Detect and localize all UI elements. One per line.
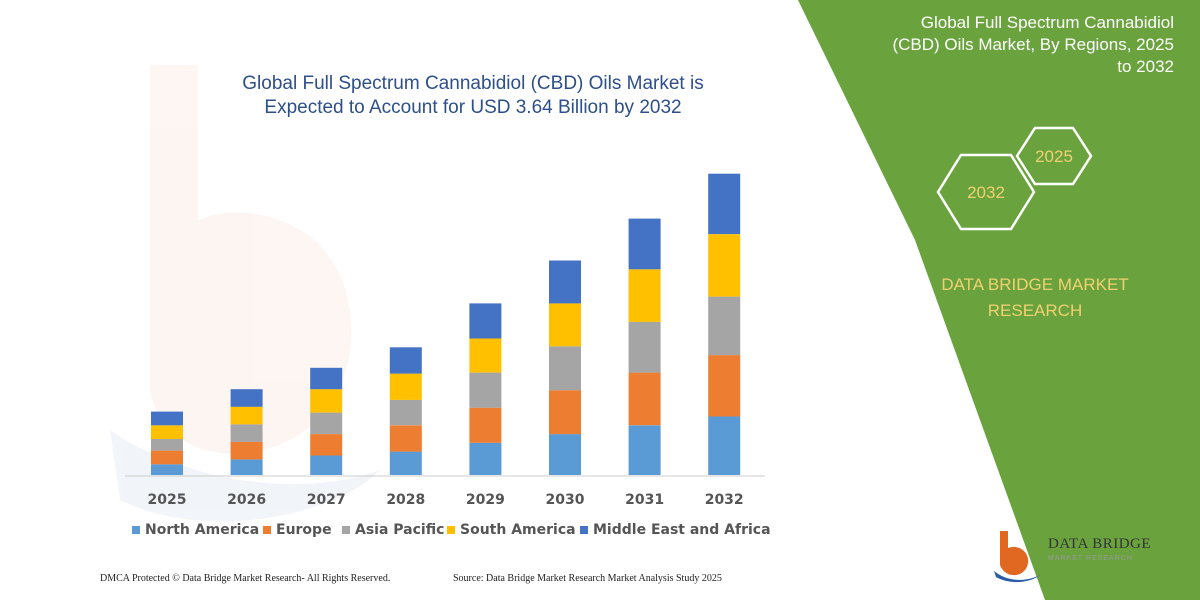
bar-segment-2025-asia-pacific <box>151 438 183 451</box>
bar-segment-2025-middle-east-and-africa <box>151 411 183 426</box>
legend-label: South America <box>460 522 576 538</box>
bar-segment-2030-south-america <box>549 303 581 347</box>
bar-segment-2027-north-america <box>310 455 343 475</box>
bar-segment-2029-europe <box>469 407 502 443</box>
hexagon-2032 <box>936 153 1036 231</box>
logo-name: DATA BRIDGE <box>1048 536 1152 552</box>
bar-segment-2025-north-america <box>151 464 183 475</box>
bar-segment-2032-europe <box>708 355 741 417</box>
legend-label: Europe <box>276 522 332 538</box>
legend-swatch <box>132 526 140 534</box>
panel-title-line: (CBD) Oils Market, By Regions, 2025 <box>892 35 1174 54</box>
bar-segment-2029-asia-pacific <box>469 372 502 408</box>
footer-source: Source: Data Bridge Market Research Mark… <box>453 573 722 584</box>
panel-title: Global Full Spectrum Cannabidiol (CBD) O… <box>854 12 1174 78</box>
legend-item-south-america: South America <box>447 520 576 540</box>
bar-segment-2028-middle-east-and-africa <box>389 347 422 374</box>
bar-segment-2026-north-america <box>230 459 263 475</box>
x-tick-label-2032: 2032 <box>705 492 744 508</box>
bar-segment-2027-asia-pacific <box>310 412 343 434</box>
bar-segment-2025-europe <box>151 450 183 465</box>
x-tick-label-2027: 2027 <box>307 492 346 508</box>
bar-segment-2030-middle-east-and-africa <box>549 260 581 304</box>
bar-segment-2032-middle-east-and-africa <box>708 173 741 235</box>
hexagon-year-2025: 2025 <box>1035 147 1073 166</box>
x-tick-label-2031: 2031 <box>625 492 664 508</box>
bar-segment-2032-asia-pacific <box>708 296 741 356</box>
bar-segment-2032-south-america <box>708 234 741 297</box>
bar-segment-2028-south-america <box>389 373 422 400</box>
panel-title-line: to 2032 <box>1117 57 1174 76</box>
bar-segment-2030-europe <box>549 390 581 435</box>
bar-segment-2029-north-america <box>469 442 502 475</box>
bar-segment-2026-middle-east-and-africa <box>230 389 263 407</box>
bar-segment-2030-north-america <box>549 434 581 475</box>
legend-swatch <box>342 526 350 534</box>
logo-tagline: MARKET RESEARCH <box>1048 555 1133 562</box>
brand-name: DATA BRIDGE MARKET RESEARCH <box>905 272 1165 324</box>
legend-swatch <box>580 526 588 534</box>
chart-title-line-1: Global Full Spectrum Cannabidiol (CBD) O… <box>242 73 703 94</box>
footer-copyright: DMCA Protected © Data Bridge Market Rese… <box>100 573 391 584</box>
bar-segment-2028-europe <box>389 425 422 452</box>
bar-segment-2028-north-america <box>389 451 422 475</box>
x-tick-label-2030: 2030 <box>546 492 585 508</box>
hexagon-year-2032: 2032 <box>967 183 1005 202</box>
x-tick-label-2028: 2028 <box>386 492 425 508</box>
chart-title-line-2: Expected to Account for USD 3.64 Billion… <box>264 97 681 118</box>
bar-segment-2031-south-america <box>628 269 661 322</box>
green-side-panel <box>798 0 1200 600</box>
bar-stack-group <box>151 173 741 475</box>
bar-segment-2031-north-america <box>628 425 661 475</box>
bar-segment-2031-middle-east-and-africa <box>628 218 661 270</box>
panel-title-line: Global Full Spectrum Cannabidiol <box>920 13 1174 32</box>
hexagon-2025 <box>1015 126 1093 186</box>
x-tick-label-2025: 2025 <box>148 492 187 508</box>
bar-segment-2028-asia-pacific <box>389 399 422 426</box>
bar-segment-2029-south-america <box>469 338 502 373</box>
bar-segment-2031-asia-pacific <box>628 321 661 373</box>
brand-line: RESEARCH <box>987 301 1083 320</box>
x-tick-labels: 2025 2026 2027 2028 2029 2030 2031 2032 <box>148 492 744 508</box>
legend-label: North America <box>145 522 260 538</box>
legend-item-middle-east-and-africa: Middle East and Africa <box>580 520 771 540</box>
legend-item-north-america: North America <box>132 520 259 540</box>
x-tick-label-2029: 2029 <box>466 492 505 508</box>
legend-item-asia-pacific: Asia Pacific <box>342 520 444 540</box>
legend-item-europe: Europe <box>263 520 332 540</box>
bar-segment-2026-south-america <box>230 406 263 425</box>
brand-line: DATA BRIDGE MARKET <box>941 275 1129 294</box>
bar-segment-2030-asia-pacific <box>549 346 581 391</box>
legend-label: Asia Pacific <box>355 522 445 538</box>
watermark-logo <box>110 65 380 522</box>
legend-swatch <box>263 526 271 534</box>
bar-segment-2029-middle-east-and-africa <box>469 303 502 339</box>
x-tick-label-2026: 2026 <box>227 492 266 508</box>
legend-swatch <box>447 526 455 534</box>
bar-segment-2031-europe <box>628 372 661 426</box>
bar-segment-2032-north-america <box>708 416 741 475</box>
bar-segment-2025-south-america <box>151 425 183 439</box>
bar-segment-2027-middle-east-and-africa <box>310 367 343 390</box>
bar-segment-2027-south-america <box>310 389 343 413</box>
bar-segment-2027-europe <box>310 434 343 456</box>
bar-segment-2026-asia-pacific <box>230 424 263 442</box>
data-bridge-logo-icon <box>994 531 1040 583</box>
legend-label: Middle East and Africa <box>593 522 771 538</box>
bar-segment-2026-europe <box>230 441 263 460</box>
